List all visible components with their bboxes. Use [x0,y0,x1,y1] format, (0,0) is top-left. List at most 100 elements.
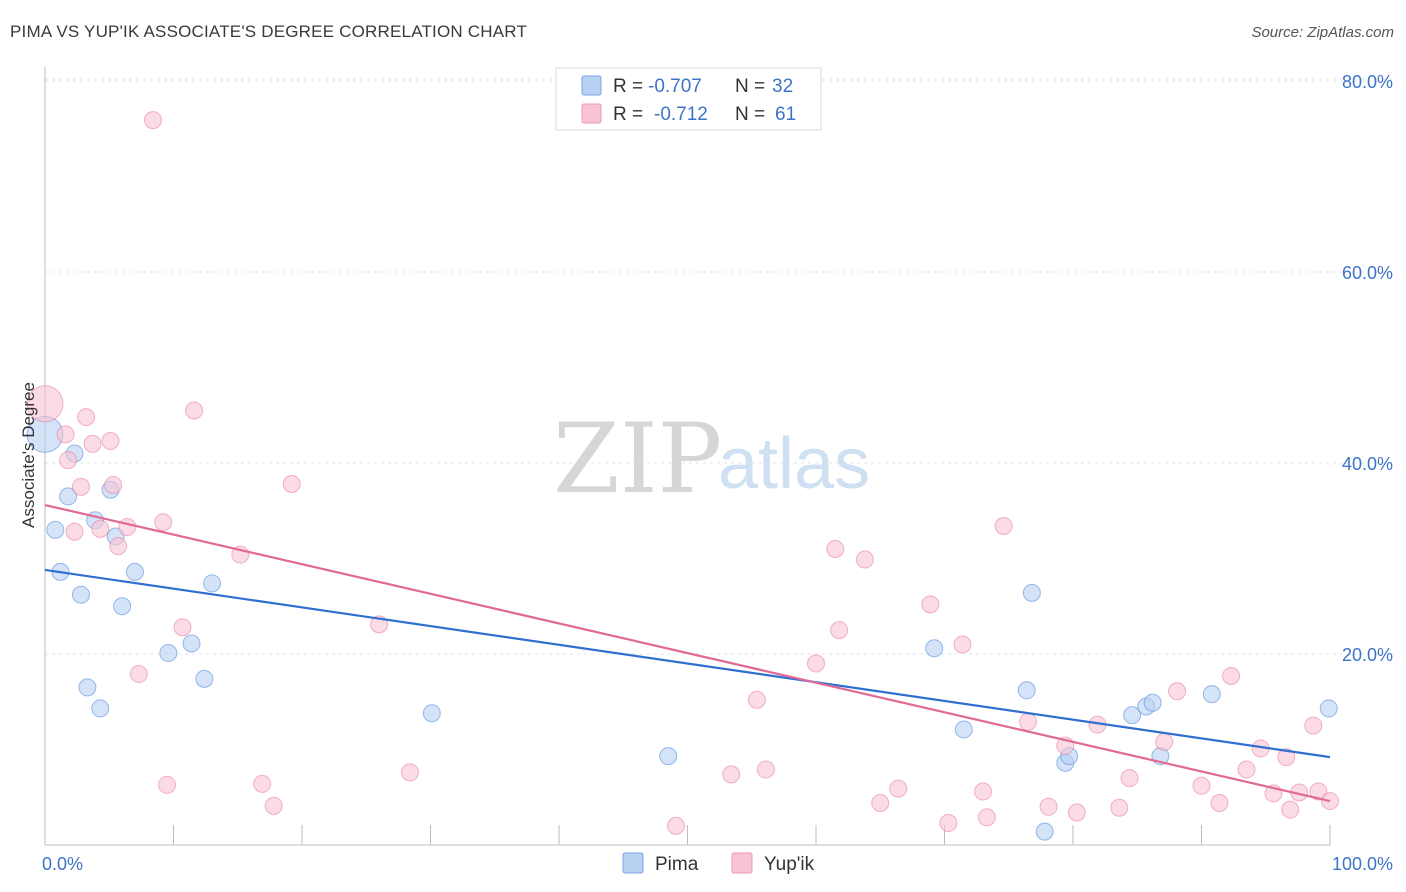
yupik-point [282,475,301,494]
yupik-point [1039,797,1058,816]
yupik-point [253,774,272,793]
yupik-point [1067,803,1086,822]
pima-point [182,634,201,653]
legend-swatch-yupik [581,103,602,124]
yupik-point [1210,793,1229,812]
pima-point [78,678,97,697]
pima-point [1143,693,1162,712]
legend-n-value: 61 [775,104,796,125]
pima-point [659,747,678,766]
yupik-point [65,522,84,541]
legend-n-value: 32 [772,76,793,97]
yupik-point [807,654,825,673]
legend-n-label: N = [735,76,765,97]
yupik-point [77,408,96,427]
watermark-atlas: atlas [718,424,870,504]
pima-point [203,574,222,593]
yupik-point [1019,712,1038,731]
pima-point [159,644,178,663]
yupik-point [154,513,173,532]
pima-point [195,669,214,688]
yupik-point [756,760,775,779]
trend-lines [44,503,1331,803]
x-tick-label: 100.0% [1332,854,1393,874]
legend-r-label: R = [613,104,643,125]
yupik-point [129,665,148,684]
yupik-point [1237,760,1256,779]
yupik-point [91,519,110,538]
yupik-point [1120,769,1139,788]
pima-point [925,639,944,658]
yupik-point [871,793,890,812]
yupik-point [974,782,993,801]
legend-r-label: R = [613,76,643,97]
yupik-point [1155,732,1174,751]
yupik-point [400,763,419,782]
yupik-point [826,539,845,558]
pima-point [1017,681,1036,700]
pima-point [954,720,973,739]
yupik-point [1192,776,1211,795]
y-tick-label: 80.0% [1342,72,1393,92]
pima-point [46,520,65,539]
pima-point [125,562,144,581]
yupik-point [104,475,123,494]
bottom-legend-label-pima: Pima [655,854,699,875]
top-legend: R = -0.707 N = 32 R = -0.712 N = 61 [555,67,822,131]
yupik-point [1304,716,1323,735]
yupik-point [59,451,78,470]
pima-point [1202,685,1221,704]
chart-title: PIMA VS YUP'IK ASSOCIATE'S DEGREE CORREL… [10,22,528,41]
yupik-point [71,477,90,496]
yupik-point [1110,798,1129,817]
yupik-point [56,425,75,444]
source-label: Source: ZipAtlas.com [1251,24,1394,41]
yupik-point [173,618,192,637]
watermark: ZIP atlas [553,403,870,515]
pima-point [91,699,110,718]
y-axis-label: Associate's Degree [19,382,38,528]
x-tick-label: 0.0% [42,854,83,874]
yupik-point [921,595,940,614]
yupik-point [101,432,120,451]
yupik-point [666,816,685,835]
watermark-zip: ZIP [553,403,722,515]
legend-swatch-pima [581,75,602,96]
legend-n-label: N = [735,104,765,125]
yupik-trend-line [44,503,1331,803]
tick-labels: 20.0% 40.0% 60.0% 80.0% 0.0% 100.0% [42,72,1393,874]
axes [44,67,1331,846]
yupik-point [26,385,64,423]
pima-point [1035,822,1054,841]
bottom-legend: Pima Yup'ik [622,852,815,875]
legend-r-value: -0.707 [648,76,702,97]
pima-point [1319,699,1338,718]
yupik-point [1168,682,1187,701]
yupik-point [830,621,849,640]
bottom-legend-label-yupik: Yup'ik [764,854,815,875]
yupik-point [1222,666,1241,685]
yupik-point [722,765,741,784]
grid-lines [45,78,1395,655]
pima-trend-line [44,568,1331,759]
data-points [26,111,1339,841]
yupik-point [109,537,128,556]
yupik-point [143,111,162,130]
yupik-point [1309,782,1328,801]
yupik-point [1281,800,1300,819]
yupik-point [977,808,996,827]
yupik-point [953,635,972,654]
pima-point [422,704,441,723]
yupik-point [994,517,1013,536]
yupik-point [264,796,283,815]
pima-point [113,597,132,616]
yupik-point [889,779,908,798]
pima-point [59,487,78,506]
y-tick-label: 40.0% [1342,454,1393,474]
yupik-point [185,401,204,420]
y-tick-label: 20.0% [1342,645,1393,665]
pima-point [71,585,90,604]
yupik-point [118,517,137,536]
yupik-point [747,690,766,709]
